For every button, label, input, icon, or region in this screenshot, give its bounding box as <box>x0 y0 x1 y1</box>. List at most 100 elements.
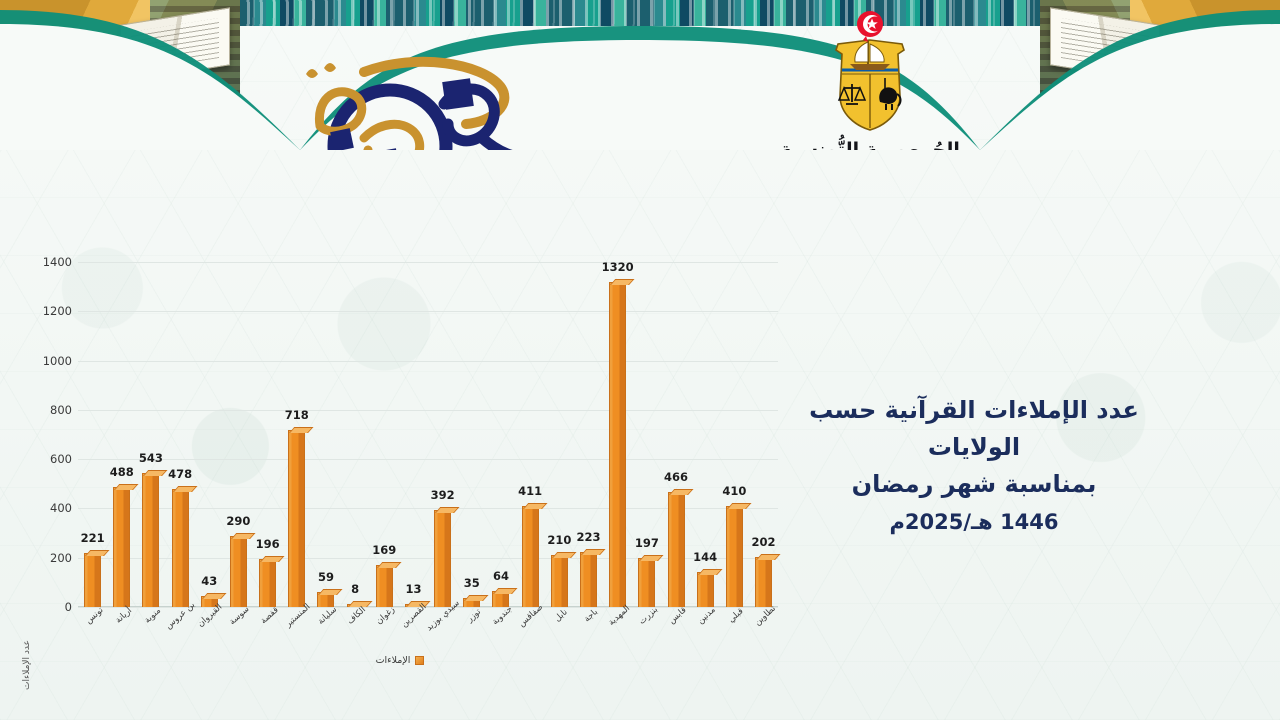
bar-slot[interactable]: 221 <box>78 262 107 607</box>
bar[interactable]: 290 <box>226 514 250 607</box>
ministry-header: الجُمهورية التُّونسية وزارة الشُؤون الدِ… <box>700 10 1040 150</box>
bar[interactable]: 1320 <box>602 260 634 607</box>
bar-slot[interactable]: 169 <box>370 262 399 607</box>
header-banner: الجُمهورية التُّونسية وزارة الشُؤون الدِ… <box>0 0 1280 150</box>
bar-slot[interactable]: 202 <box>749 262 778 607</box>
bar[interactable]: 543 <box>139 451 163 607</box>
gridline <box>78 360 778 362</box>
x-axis-tick-label: أريانة <box>113 605 134 626</box>
gridline <box>78 508 778 510</box>
gridline <box>78 607 778 608</box>
title-line-1: عدد الإملاءات القرآنية حسب الولايات <box>809 396 1139 462</box>
y-axis-tick: 1400 <box>42 255 72 269</box>
x-axis-tick-label: قابس <box>667 605 689 627</box>
bar-slot[interactable]: 64 <box>486 262 515 607</box>
y-axis-tick: 200 <box>50 550 72 565</box>
bar-slot[interactable]: 488 <box>107 262 136 607</box>
bar-slot[interactable]: 411 <box>516 262 545 607</box>
bar-value-label: 43 <box>201 574 218 589</box>
bar-slot[interactable]: 197 <box>632 262 661 607</box>
bar-slot[interactable]: 59 <box>311 262 340 607</box>
bar-value-label: 1320 <box>601 259 634 274</box>
x-axis-tick-label: قفصة <box>258 605 281 627</box>
bar-value-label: 392 <box>430 488 455 503</box>
bar-value-label: 290 <box>226 513 251 528</box>
bar[interactable]: 223 <box>576 530 601 607</box>
bar-slot[interactable]: 35 <box>457 262 486 607</box>
bar-slot[interactable]: 290 <box>224 262 253 607</box>
bar-slot[interactable]: 718 <box>282 262 311 607</box>
gridline <box>78 262 778 263</box>
bar-slot[interactable]: 210 <box>545 262 574 607</box>
x-axis-tick-label: توزر <box>465 606 483 625</box>
legend-label: الإملاءات <box>375 655 411 666</box>
bar[interactable]: 144 <box>693 550 717 607</box>
x-axis-tick-label: قبلي <box>726 606 746 625</box>
bar[interactable]: 392 <box>431 488 455 607</box>
title-date: 1446 هـ/2025م <box>889 509 1059 534</box>
gridline <box>78 311 778 313</box>
bar-slot[interactable]: 13 <box>399 262 428 607</box>
bar[interactable]: 410 <box>722 484 746 607</box>
bar[interactable]: 718 <box>285 408 309 607</box>
x-axis-line <box>78 606 778 607</box>
bar-value-label: 59 <box>317 570 334 585</box>
y-axis-tick: 400 <box>50 501 72 516</box>
y-axis-tick: 1200 <box>42 304 72 319</box>
bar-value-label: 221 <box>80 530 105 545</box>
x-axis-tick-label: الكاف <box>345 604 368 627</box>
x-axis-tick-label: بنزرت <box>637 604 660 627</box>
bar[interactable]: 210 <box>547 533 571 607</box>
bar-slot[interactable]: 392 <box>428 262 457 607</box>
bar[interactable]: 221 <box>81 531 105 607</box>
x-axis-tick-label: تونس <box>83 605 106 627</box>
bar-slot[interactable]: 43 <box>195 262 224 607</box>
plot-area: 0 200 400 600 800 1000 1200 1400 221 488 543 478 43… <box>43 255 778 614</box>
bar-value-label: 197 <box>634 536 659 551</box>
bar[interactable]: 202 <box>752 535 776 607</box>
bar-value-label: 223 <box>576 530 601 545</box>
bar-slot[interactable]: 196 <box>253 262 282 607</box>
bar[interactable]: 35 <box>463 576 481 607</box>
bar-slot[interactable]: 410 <box>720 262 749 607</box>
bar-value-label: 543 <box>138 451 163 466</box>
gridline <box>78 409 778 411</box>
bar-value-label: 144 <box>693 549 718 564</box>
x-axis-tick-label: باجة <box>581 607 600 625</box>
bar[interactable]: 466 <box>664 470 688 607</box>
bar-value-label: 8 <box>351 582 360 596</box>
x-axis-tick-label: نابل <box>553 607 571 625</box>
bar-value-label: 202 <box>751 535 776 550</box>
bar-chart: عدد الإملاءات 0 200 400 600 800 1000 1200 1400 … <box>0 240 800 690</box>
bar-value-label: 210 <box>547 533 572 548</box>
bar-slot[interactable]: 8 <box>341 262 370 607</box>
bar-slot[interactable]: 478 <box>166 262 195 607</box>
bar[interactable]: 59 <box>317 570 335 607</box>
bar-slot[interactable]: 466 <box>661 262 690 607</box>
y-axis-tick: 600 <box>50 452 72 467</box>
bar-value-label: 169 <box>372 543 397 558</box>
bar[interactable]: 478 <box>168 467 192 607</box>
y-axis-tick: 1000 <box>42 353 72 368</box>
legend-swatch-icon <box>415 656 425 665</box>
bar[interactable]: 43 <box>200 574 218 607</box>
ramadan-kareem-calligraphy <box>306 56 513 150</box>
bar[interactable]: 411 <box>518 484 542 607</box>
bar-slot[interactable]: 1320 <box>602 260 634 607</box>
x-axis-tick-label: زغوان <box>374 604 398 627</box>
bar-slot[interactable]: 144 <box>691 262 720 607</box>
bar[interactable]: 13 <box>404 582 422 607</box>
bar[interactable]: 169 <box>372 543 396 607</box>
bar-slot[interactable]: 223 <box>574 262 603 607</box>
bar[interactable]: 8 <box>346 582 364 607</box>
bar[interactable]: 488 <box>110 465 134 607</box>
bar[interactable]: 196 <box>256 537 280 607</box>
tunisia-coat-of-arms-emblem <box>835 11 905 131</box>
bar[interactable]: 64 <box>492 569 510 607</box>
bar[interactable]: 197 <box>635 536 659 607</box>
bar-series: 221 488 543 478 43 290 196 718 59 8 169 13 392 35 64 41… <box>78 260 778 607</box>
bar-slot[interactable]: 543 <box>136 262 165 607</box>
y-axis-tick: 800 <box>50 402 72 417</box>
title-line-2: بمناسبة شهر رمضان <box>851 470 1097 499</box>
chart-title-block: عدد الإملاءات القرآنية حسب الولايات بمنا… <box>764 392 1184 534</box>
